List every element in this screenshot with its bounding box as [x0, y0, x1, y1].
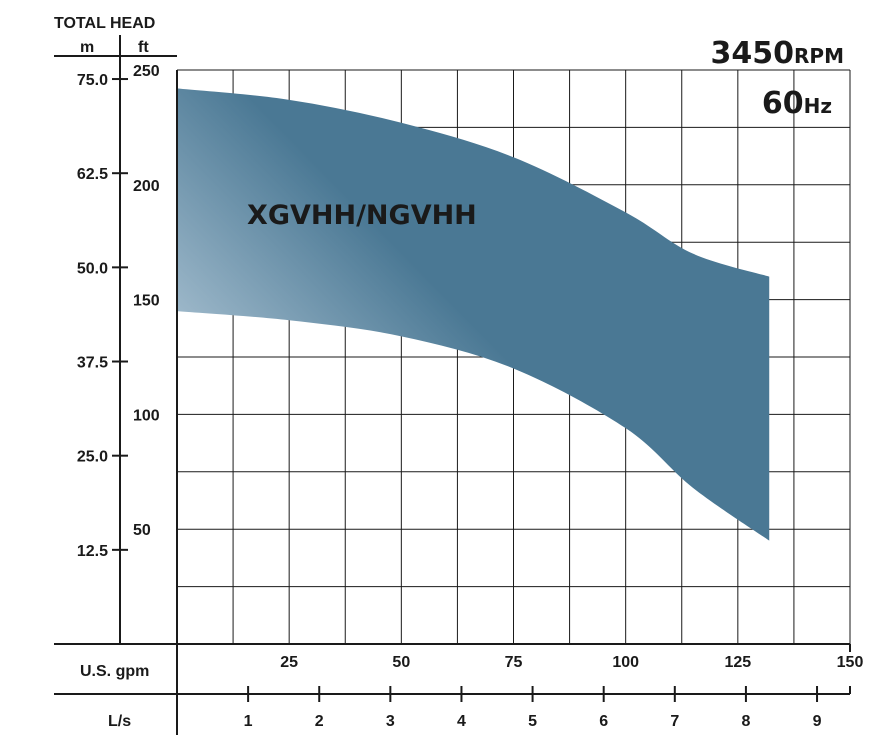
frequency-label: 60Hz: [762, 86, 832, 121]
gpm-tick-label: 50: [392, 654, 410, 671]
x-axis-ls-label: L/s: [108, 713, 131, 730]
ls-tick-label: 5: [528, 713, 537, 730]
x-axis-gpm-label: U.S. gpm: [80, 663, 149, 680]
m-tick-label: 75.0: [77, 72, 108, 89]
frequency-value: 60: [762, 86, 804, 121]
series-label: XGVHH/NGVHH: [247, 200, 477, 231]
axes: [54, 35, 851, 735]
ft-tick-label: 150: [133, 293, 160, 310]
ls-tick-label: 4: [457, 713, 466, 730]
speed-value: 3450: [711, 36, 795, 71]
m-tick-label: 25.0: [77, 449, 108, 466]
y-axis-unit-ft: ft: [138, 39, 149, 56]
m-tick-label: 62.5: [77, 166, 108, 183]
speed-unit: RPM: [794, 44, 844, 68]
ls-tick-label: 8: [741, 713, 750, 730]
ls-tick-label: 7: [670, 713, 679, 730]
gpm-tick-label: 75: [505, 654, 523, 671]
y-axis-title: TOTAL HEAD: [54, 15, 155, 32]
series-band-xgvhh-ngvhh: [177, 88, 770, 541]
speed-label: 3450RPM: [711, 36, 844, 71]
ls-tick-label: 6: [599, 713, 608, 730]
ft-tick-label: 50: [133, 522, 151, 539]
m-tick-label: 37.5: [77, 355, 108, 372]
ft-tick-label: 250: [133, 63, 160, 80]
gpm-tick-label: 100: [612, 654, 639, 671]
ft-tick-label: 200: [133, 178, 160, 195]
m-tick-label: 12.5: [77, 543, 108, 560]
tick-labels: 2502001501005075.062.550.037.525.012.525…: [77, 63, 864, 730]
ls-tick-label: 3: [386, 713, 395, 730]
y-axis-unit-m: m: [80, 39, 94, 56]
gpm-tick-label: 150: [837, 654, 864, 671]
m-tick-label: 50.0: [77, 260, 108, 277]
frequency-unit: Hz: [804, 94, 832, 118]
ft-tick-label: 100: [133, 407, 160, 424]
gpm-tick-label: 25: [280, 654, 298, 671]
gpm-tick-label: 125: [724, 654, 751, 671]
ls-tick-label: 9: [813, 713, 822, 730]
ls-tick-label: 1: [244, 713, 253, 730]
ls-tick-label: 2: [315, 713, 324, 730]
